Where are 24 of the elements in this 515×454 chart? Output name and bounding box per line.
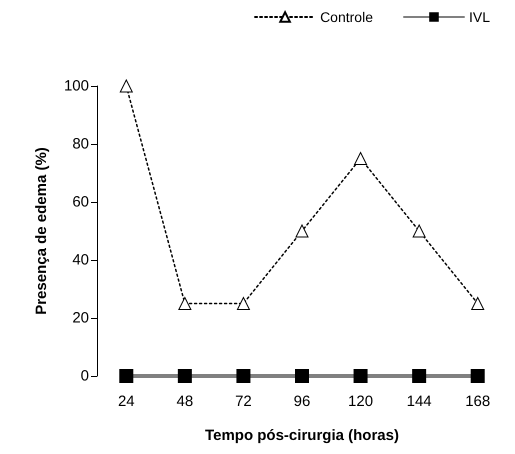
- x-tick-label: 144: [406, 393, 432, 410]
- x-tick-label: 120: [348, 393, 374, 410]
- point: [296, 224, 308, 238]
- point: [236, 297, 250, 310]
- point: [412, 224, 426, 238]
- x-tick-label: 24: [118, 393, 135, 410]
- x-tick-label: 72: [235, 393, 252, 410]
- x-axis-title: Tempo pós-cirurgia (horas): [205, 427, 399, 444]
- x-tick-label: 168: [465, 393, 490, 410]
- legend-label: IVL: [468, 9, 490, 25]
- y-tick-label: 0: [80, 368, 89, 384]
- point: [354, 152, 368, 165]
- y-tick-label: 40: [72, 252, 89, 268]
- x-tick-label: 96: [294, 393, 310, 410]
- y-axis-title: Presença de edema (%): [33, 147, 50, 315]
- point: [120, 80, 133, 92]
- legend-label: Controle: [320, 9, 374, 25]
- point: [471, 297, 484, 310]
- y-tick-label: 100: [64, 78, 89, 94]
- y-tick-label: 60: [72, 194, 89, 210]
- x-tick-label: 48: [176, 393, 194, 410]
- y-tick-label: 80: [72, 136, 89, 152]
- point: [178, 297, 192, 310]
- y-tick-label: 20: [72, 310, 89, 326]
